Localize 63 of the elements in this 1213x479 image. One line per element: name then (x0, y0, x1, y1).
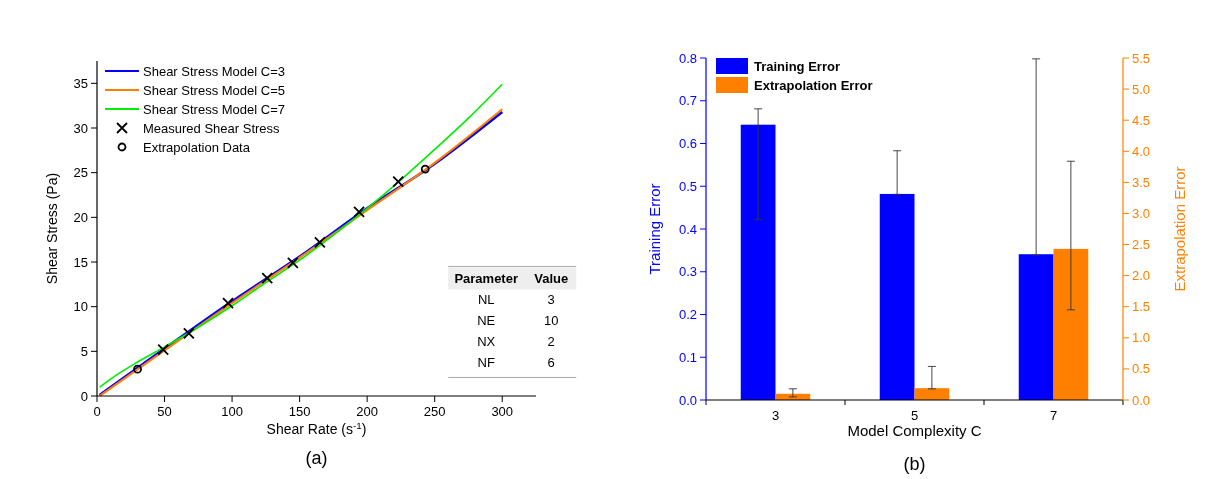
y2-tick-label: 2.0 (1132, 268, 1151, 284)
text: 2 (547, 334, 555, 350)
y-tick-label: 30 (73, 120, 88, 136)
y-axis-title: Training Error (646, 183, 663, 275)
y-axis-title: Shear Stress (Pa) (44, 172, 60, 285)
y-tick-label: 0.3 (678, 264, 697, 280)
y-tick-label: 0 (80, 388, 88, 404)
y-tick-label: 0.5 (678, 178, 697, 194)
y2-tick-label: 1.0 (1132, 330, 1151, 346)
x-tick-label: 5 (910, 408, 919, 423)
y2-tick-label: 3.0 (1132, 206, 1151, 221)
text: (b) (903, 454, 926, 474)
y-tick-label: 5 (80, 343, 88, 359)
y-tick-label: 0.2 (678, 307, 697, 323)
legend-label: Extrapolation Error (754, 77, 873, 93)
legend-label: Shear Stress Model C=5 (143, 82, 285, 98)
y-tick-label: 0.0 (678, 392, 697, 408)
y2-tick-label: 5.0 (1132, 81, 1151, 97)
annotation: NX (477, 334, 496, 350)
y2-tick-label: 1.5 (1132, 299, 1151, 315)
x-tick-label: 250 (423, 404, 446, 419)
y2-tick-label: 5.5 (1132, 50, 1151, 66)
y2-tick-label: 2.5 (1132, 237, 1151, 253)
x-tick-label: 0 (93, 404, 101, 419)
y2-tick-label: 4.5 (1132, 112, 1151, 128)
x-axis-title: Shear Rate (s$^{-1}$) (266, 419, 367, 437)
x-tick-label: 50 (157, 404, 172, 419)
x-tick-label: 200 (356, 404, 379, 419)
y-tick-label: 0.4 (678, 221, 697, 237)
legend-label: Measured Shear Stress (143, 120, 281, 136)
legend-label: Shear Stress Model C=3 (143, 63, 285, 79)
legend-label: Shear Stress Model C=7 (143, 101, 285, 117)
x-tick-label: 300 (491, 404, 514, 419)
x-tick-label: 150 (288, 404, 311, 419)
y-tick-label: 15 (73, 254, 88, 270)
annotation: NE (477, 313, 496, 329)
text: 3 (547, 292, 555, 308)
annotation: Parameter (454, 271, 518, 287)
annotation: NF (477, 355, 495, 371)
y2-tick-label: 0.0 (1132, 392, 1151, 408)
annotation: NL (477, 292, 495, 308)
y-tick-label: 20 (73, 209, 88, 225)
y-tick-label: 10 (73, 299, 88, 315)
x-tick-label: 7 (1049, 408, 1058, 423)
y-tick-label: 0.1 (678, 349, 697, 365)
x-tick-label: 100 (221, 404, 243, 419)
y2-axis-title: Extrapolation Error (1171, 166, 1188, 292)
annotation: Value (534, 271, 569, 287)
y-tick-label: 0.8 (678, 50, 697, 66)
text: 6 (547, 355, 555, 371)
legend-label: Training Error (754, 58, 840, 74)
y-tick-label: 0.6 (678, 136, 697, 152)
y-tick-label: 0.7 (678, 93, 697, 109)
y-tick-label: 25 (73, 165, 88, 181)
x-tick-label: 3 (771, 408, 780, 423)
legend-label: Extrapolation Data (143, 139, 251, 155)
text: (a) (305, 448, 328, 468)
y2-tick-label: 0.5 (1132, 361, 1151, 377)
text: 10 (543, 313, 559, 329)
y2-tick-label: 4.0 (1132, 143, 1151, 159)
y2-tick-label: 3.5 (1132, 174, 1151, 190)
y-tick-label: 35 (73, 75, 88, 91)
x-axis-title: Model Complexity C (847, 422, 982, 439)
